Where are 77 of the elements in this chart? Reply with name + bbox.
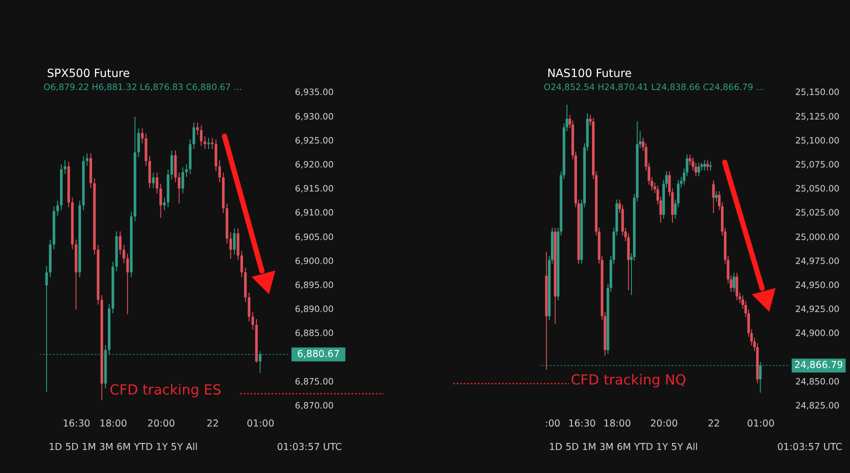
x-tick-label: 22 bbox=[206, 418, 219, 430]
x-tick-label: :00 bbox=[544, 418, 560, 430]
x-tick-label: 20:00 bbox=[650, 418, 678, 430]
candlestick bbox=[64, 160, 66, 174]
text: 01:03:57 UTC bbox=[777, 442, 842, 454]
y-tick-label: 6,930.00 bbox=[294, 112, 334, 122]
chart-title: SPX500 Future bbox=[46, 66, 130, 80]
x-tick-label: 18:00 bbox=[100, 418, 128, 430]
x-tick-label: 16:30 bbox=[62, 418, 90, 430]
y-tick-label: 25,150.00 bbox=[795, 88, 840, 98]
y-tick-label: 25,000.00 bbox=[795, 232, 840, 243]
candlestick bbox=[251, 311, 254, 330]
y-tick-label: 24,825.00 bbox=[795, 401, 840, 412]
x-tick-label: 16:30 bbox=[568, 418, 596, 430]
y-tick-label: 6,905.00 bbox=[294, 232, 334, 243]
y-tick-label: 6,875.00 bbox=[294, 377, 334, 388]
y-tick-label: 6,885.00 bbox=[294, 329, 334, 340]
candlestick bbox=[192, 122, 196, 150]
candlestick bbox=[182, 166, 184, 194]
candlestick bbox=[163, 197, 166, 211]
y-tick-label: 25,025.00 bbox=[795, 208, 840, 219]
candlestick bbox=[697, 162, 700, 177]
y-tick-label: 25,050.00 bbox=[795, 184, 840, 195]
y-tick-label: 6,870.00 bbox=[294, 401, 334, 412]
x-tick-label: 20:00 bbox=[147, 418, 175, 430]
x-tick-label: 01:00 bbox=[246, 418, 274, 430]
y-tick-label: 6,915.00 bbox=[294, 184, 334, 195]
y-tick-label: 24,925.00 bbox=[795, 305, 840, 316]
y-tick-label: 24,975.00 bbox=[795, 256, 840, 267]
candlestick bbox=[732, 272, 736, 292]
candlestick bbox=[736, 272, 738, 301]
ref-line-label: 6,880.67 bbox=[297, 349, 340, 360]
candlestick bbox=[170, 150, 174, 180]
candlestick bbox=[236, 228, 240, 261]
annotation: CFD tracking NQ bbox=[570, 372, 686, 389]
text: 01:03:57 UTC bbox=[276, 442, 342, 454]
annotation: CFD tracking ES bbox=[110, 382, 222, 399]
text: 1D 5D 1M 3M 6M YTD 1Y 5Y All bbox=[548, 442, 698, 454]
y-tick-label: 6,895.00 bbox=[294, 280, 334, 291]
text: 1D 5D 1M 3M 6M YTD 1Y 5Y All bbox=[48, 442, 198, 454]
candlestick bbox=[122, 244, 126, 264]
candlestick bbox=[118, 230, 122, 255]
candlestick bbox=[240, 250, 244, 278]
y-tick-label: 6,935.00 bbox=[294, 88, 334, 98]
candlestick bbox=[715, 190, 718, 202]
candlestick bbox=[196, 122, 199, 136]
chart-title: NAS100 Future bbox=[547, 66, 632, 80]
candlestick bbox=[233, 228, 236, 255]
y-tick-label: 6,920.00 bbox=[294, 160, 334, 171]
candlestick bbox=[56, 200, 59, 216]
y-tick-label: 6,910.00 bbox=[294, 208, 334, 219]
candlestick bbox=[159, 183, 162, 218]
y-tick-label: 6,890.00 bbox=[294, 305, 334, 316]
y-tick-label: 6,925.00 bbox=[294, 136, 334, 146]
x-tick-label: 22 bbox=[708, 418, 720, 430]
candlestick bbox=[152, 172, 155, 188]
chart-subtitle: O24,852.54 H24,870.41 L24,838.66 C24,866.79 ... bbox=[544, 83, 764, 94]
candlestick bbox=[200, 124, 203, 147]
candlestick bbox=[712, 180, 715, 214]
y-tick-label: 25,100.00 bbox=[795, 136, 840, 146]
candlestick bbox=[156, 172, 158, 194]
candlestick bbox=[86, 152, 88, 166]
candlestick bbox=[210, 137, 214, 150]
candlestick bbox=[207, 137, 210, 150]
y-tick-label: 24,900.00 bbox=[795, 329, 840, 340]
y-tick-label: 6,900.00 bbox=[294, 256, 334, 267]
y-tick-label: 25,075.00 bbox=[795, 160, 840, 171]
x-tick-label: 01:00 bbox=[746, 418, 775, 430]
x-tick-label: 18:00 bbox=[603, 418, 631, 430]
ref-line-label: 24,866.79 bbox=[794, 360, 844, 372]
y-tick-label: 25,125.00 bbox=[795, 112, 840, 122]
candlestick bbox=[126, 253, 129, 315]
candlestick bbox=[141, 128, 144, 144]
y-tick-label: 24,850.00 bbox=[795, 377, 840, 388]
candlestick bbox=[248, 292, 250, 322]
chart-subtitle: O6,879.22 H6,881.32 L6,876.83 C6,880.67 ... bbox=[44, 83, 242, 94]
y-tick-label: 24,950.00 bbox=[795, 280, 840, 291]
